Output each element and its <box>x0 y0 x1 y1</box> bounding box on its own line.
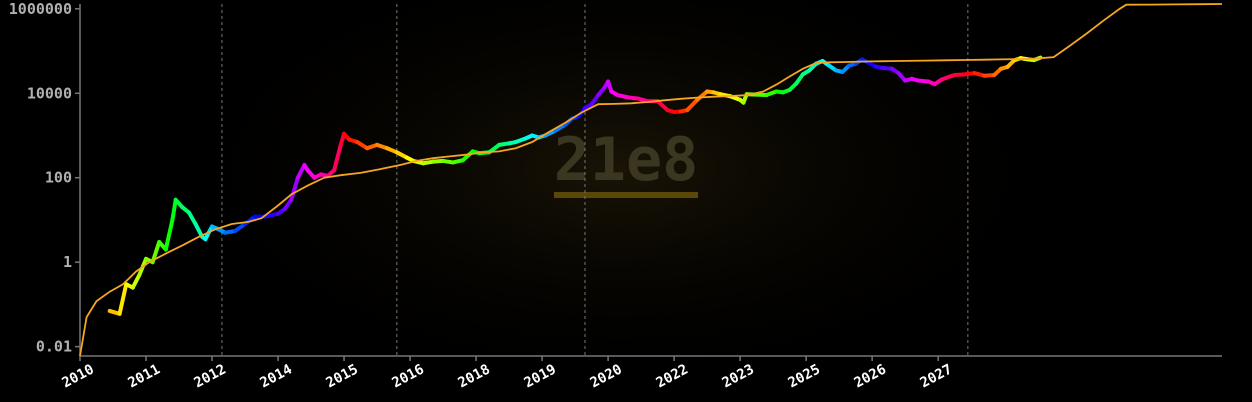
model-line <box>79 3 1223 357</box>
price-segment <box>193 222 205 239</box>
price-segment <box>289 175 300 202</box>
x-tick-label: 2014 <box>258 361 295 391</box>
y-axis-ticks: 0.01 1 100 10000 1000000 <box>9 0 80 356</box>
y-tick-label: 1000000 <box>9 0 72 18</box>
x-tick-label: 2010 <box>59 361 96 391</box>
watermark-text: 21e8 <box>554 125 699 195</box>
x-tick-label: 2011 <box>125 361 162 391</box>
center-glow <box>150 0 1090 400</box>
price-segment <box>150 240 162 265</box>
price-segment <box>170 197 178 222</box>
x-tick-label: 2027 <box>918 361 955 391</box>
price-segment <box>117 282 129 316</box>
price-segment <box>460 149 475 163</box>
x-tick-label: 2012 <box>192 361 229 391</box>
y-tick-label: 10000 <box>27 84 72 102</box>
watermark: 21e8 <box>554 125 699 198</box>
price-segment <box>233 222 248 233</box>
y-tick-label: 100 <box>45 169 72 187</box>
price-segment <box>163 217 175 252</box>
price-segment <box>332 142 343 173</box>
model-series <box>79 3 1223 357</box>
y-tick-label: 0.01 <box>36 338 72 356</box>
price-segment <box>186 210 198 227</box>
price-segment <box>295 163 307 180</box>
price-segment <box>655 99 670 113</box>
y-tick-label: 1 <box>63 253 72 271</box>
x-tick-label: 2015 <box>324 361 361 391</box>
axes <box>79 4 1222 357</box>
price-segment <box>130 272 142 290</box>
vertical-markers <box>221 4 969 356</box>
watermark-underline <box>554 192 698 198</box>
price-segment <box>685 97 700 113</box>
price-segment <box>262 211 281 219</box>
price-segment <box>695 89 710 102</box>
